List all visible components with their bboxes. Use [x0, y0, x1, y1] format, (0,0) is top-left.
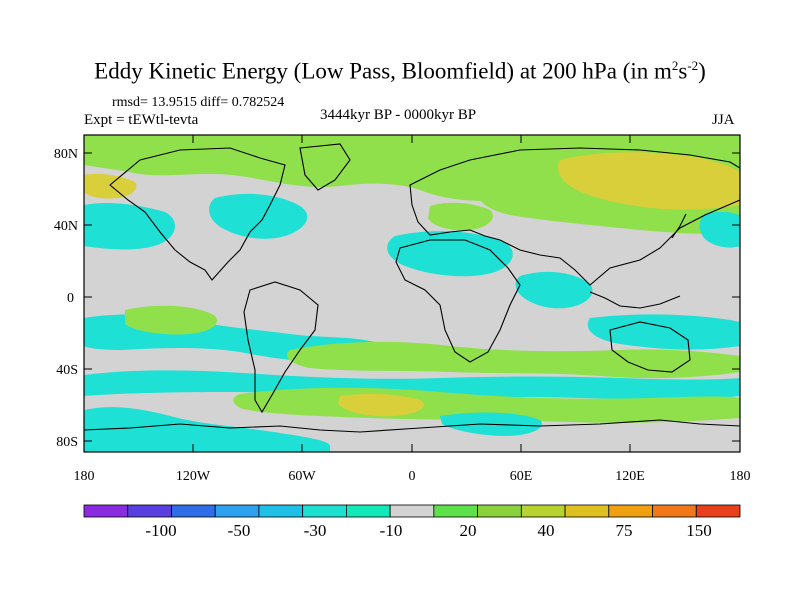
colorbar-swatch [652, 504, 697, 518]
lon-ticks [192, 135, 631, 452]
sh-cyan-band [84, 370, 740, 400]
antarctic-cyan-region [84, 407, 330, 452]
colorbar-label: -50 [228, 521, 251, 540]
lon-label: 0 [409, 469, 416, 484]
season-label: JJA [712, 112, 735, 128]
antarctica-outline [84, 419, 740, 433]
colorbar-label: 20 [460, 521, 477, 540]
pacific-yellow-region [84, 173, 137, 199]
east-pacific-cyan-region [699, 211, 740, 248]
rmsd-stats: rmsd= 13.9515 diff= 0.782524 [112, 95, 285, 110]
lon-label: 120E [615, 469, 645, 484]
colorbar-swatch [127, 504, 172, 518]
coastlines [84, 143, 740, 433]
asia-yellow-region [557, 152, 740, 210]
greenland-outline [299, 143, 351, 191]
eurasia-outline [409, 147, 740, 286]
south-america-outline [243, 281, 319, 414]
japan-outline [671, 213, 687, 239]
experiment-label: Expt = tEWtl-tevta [84, 112, 199, 128]
colorbar-swatch [302, 504, 347, 518]
lon-labels: 180 120W 60W 0 60E 120E 180 [74, 469, 751, 484]
lat-label: 40S [56, 363, 78, 378]
lat-ticks [84, 152, 740, 442]
sh-green-band [286, 341, 740, 379]
sh-yellow-region [338, 393, 424, 417]
colorbar-swatch [564, 504, 610, 518]
colorbar-swatch [83, 504, 129, 518]
colorbar-swatch [345, 504, 391, 518]
colorbar-label: 150 [686, 521, 712, 540]
lat-label: 40N [54, 219, 78, 234]
tropical-green-region [125, 305, 218, 335]
period-label: 3444kyr BP - 0000kyr BP [320, 107, 477, 123]
lon-label: 60W [288, 469, 316, 484]
lon-label: 180 [74, 469, 95, 484]
north-america-outline [109, 147, 286, 281]
colorbar-swatch [171, 504, 216, 518]
lon-label: 60E [510, 469, 533, 484]
colorbar-swatch [477, 504, 522, 518]
colorbar-label: -30 [304, 521, 327, 540]
colorbar-swatch [389, 504, 435, 518]
lat-labels: 80N 40N 0 40S 80S [54, 147, 78, 450]
lat-label: 80S [56, 435, 78, 450]
indian-cyan-region [515, 271, 593, 309]
colorbar-swatch [520, 504, 566, 518]
colorbar-swatch [608, 504, 653, 518]
colorbar-labels: -100 -50 -30 -10 20 40 75 150 [145, 521, 711, 540]
colorbar-label: -100 [145, 521, 176, 540]
npacific-cyan-region [84, 202, 176, 250]
natlantic-cyan-region [209, 193, 308, 239]
colorbar [83, 504, 741, 518]
maritime-islands-outline [589, 291, 681, 309]
colorbar-swatch [433, 504, 478, 518]
colorbar-swatch [214, 504, 260, 518]
colorbar-label: 75 [616, 521, 633, 540]
europe-green-region [428, 202, 493, 231]
lat-label: 0 [67, 291, 74, 306]
colorbar-swatch [695, 504, 741, 518]
plot-title: Eddy Kinetic Energy (Low Pass, Bloomfiel… [94, 58, 706, 84]
lon-label: 180 [730, 469, 751, 484]
lon-label: 120W [176, 469, 211, 484]
australia-outline [609, 321, 691, 373]
west-pacific-cyan-region [587, 314, 740, 350]
lat-label: 80N [54, 147, 78, 162]
africa-cyan-region [387, 231, 513, 277]
africa-outline [395, 239, 521, 363]
colorbar-swatch [258, 504, 304, 518]
colorbar-label: -10 [380, 521, 403, 540]
colorbar-label: 40 [538, 521, 555, 540]
map-field [84, 135, 740, 452]
